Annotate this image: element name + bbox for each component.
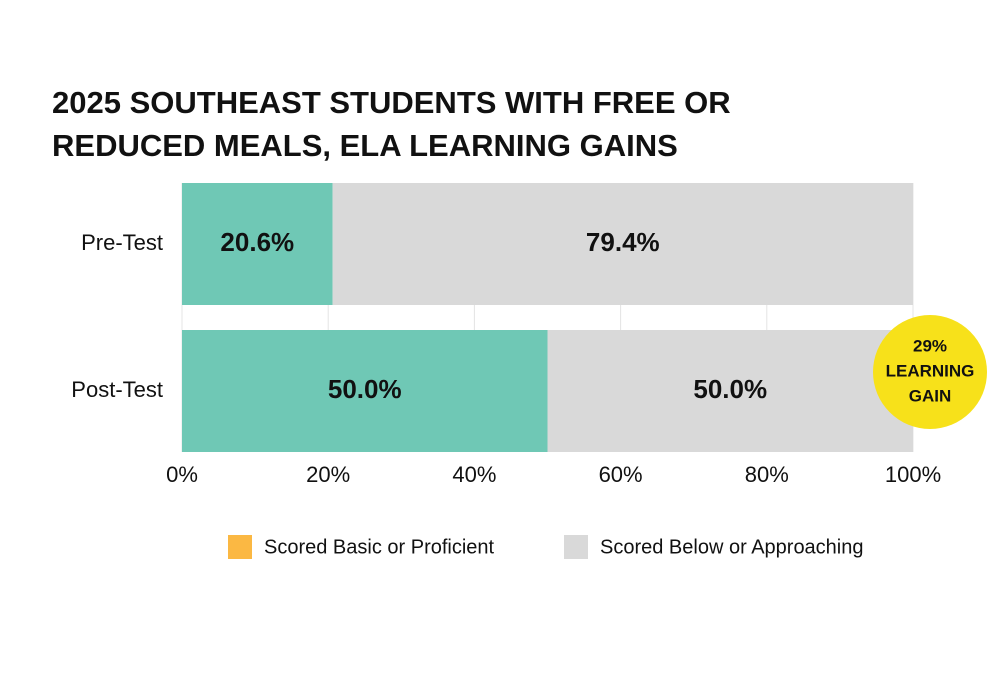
annotation-text: GAIN <box>909 386 952 405</box>
bar-segment <box>182 183 333 305</box>
chart-title: REDUCED MEALS, ELA LEARNING GAINS <box>52 128 678 163</box>
data-label: 50.0% <box>328 374 402 404</box>
x-tick-label: 100% <box>885 462 941 487</box>
legend-swatch <box>228 535 252 559</box>
annotation-text: 29% <box>913 336 947 355</box>
x-tick-label: 40% <box>452 462 496 487</box>
annotation-text: LEARNING <box>886 361 975 380</box>
x-tick-label: 80% <box>745 462 789 487</box>
data-label: 79.4% <box>586 227 660 257</box>
bar-segment <box>547 330 913 452</box>
data-label: 50.0% <box>693 374 767 404</box>
legend-label: Scored Below or Approaching <box>600 536 864 558</box>
x-tick-label: 60% <box>599 462 643 487</box>
x-tick-label: 20% <box>306 462 350 487</box>
chart-title: 2025 SOUTHEAST STUDENTS WITH FREE OR <box>52 85 731 120</box>
y-tick-label: Pre-Test <box>81 230 163 255</box>
bar-segment <box>182 330 548 452</box>
legend-label: Scored Basic or Proficient <box>264 536 495 558</box>
legend-swatch <box>564 535 588 559</box>
annotation-badge <box>873 315 987 429</box>
data-label: 20.6% <box>220 227 294 257</box>
y-tick-label: Post-Test <box>71 377 163 402</box>
x-tick-label: 0% <box>166 462 198 487</box>
bar-segment <box>332 183 913 305</box>
